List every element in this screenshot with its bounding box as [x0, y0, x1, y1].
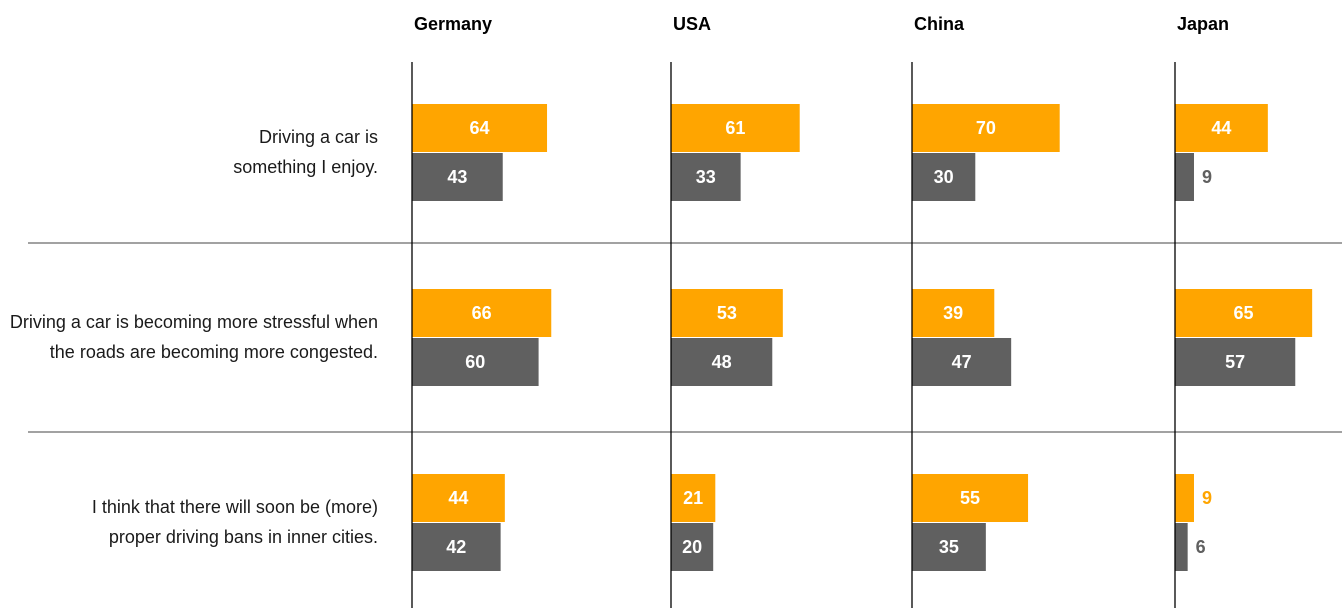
- bar: [912, 474, 1029, 522]
- statement-box: Driving a car is becoming more stressful…: [8, 277, 378, 397]
- value-label: 30: [934, 167, 954, 187]
- value-label: 43: [447, 167, 467, 187]
- bar: [1175, 153, 1194, 201]
- panel-title: Japan: [1177, 14, 1229, 34]
- bar: [412, 338, 539, 386]
- value-label: 57: [1225, 352, 1245, 372]
- statement: I think that there will soon be (more) p…: [91, 497, 378, 547]
- statement-box: Driving a car is something I enjoy.: [203, 92, 378, 212]
- bar: [1175, 523, 1188, 571]
- value-label: 33: [696, 167, 716, 187]
- value-label: 35: [939, 537, 959, 557]
- bar: [671, 289, 783, 337]
- value-label: 60: [465, 352, 485, 372]
- bar: [912, 289, 995, 337]
- value-label: 9: [1202, 167, 1212, 187]
- value-label: 9: [1202, 488, 1212, 508]
- statement: Driving a car is something I enjoy.: [233, 127, 378, 177]
- bar: [912, 153, 976, 201]
- bar: [912, 523, 986, 571]
- value-label: 6: [1196, 537, 1206, 557]
- bar: [412, 104, 548, 152]
- value-label: 61: [725, 118, 745, 138]
- panel-title: Germany: [414, 14, 492, 34]
- bar: [671, 338, 773, 386]
- panel-title: USA: [673, 14, 711, 34]
- value-label: 20: [682, 537, 702, 557]
- value-label: 70: [976, 118, 996, 138]
- bar: [912, 338, 1012, 386]
- value-label: 48: [712, 352, 732, 372]
- panel-title: China: [914, 14, 965, 34]
- value-label: 44: [1211, 118, 1231, 138]
- value-label: 47: [952, 352, 972, 372]
- value-label: 64: [470, 118, 490, 138]
- bar: [1175, 289, 1313, 337]
- bar: [1175, 474, 1194, 522]
- value-label: 66: [472, 303, 492, 323]
- bar: [412, 289, 552, 337]
- bar: [412, 523, 501, 571]
- bar: [671, 104, 800, 152]
- bar: [671, 153, 741, 201]
- value-label: 42: [446, 537, 466, 557]
- value-label: 53: [717, 303, 737, 323]
- bar: [912, 104, 1060, 152]
- bar: [412, 474, 505, 522]
- value-label: 21: [683, 488, 703, 508]
- bar: [1175, 104, 1268, 152]
- value-label: 65: [1234, 303, 1254, 323]
- bar: [412, 153, 503, 201]
- statement-box: I think that there will soon be (more) p…: [68, 462, 378, 582]
- bar: [671, 523, 714, 571]
- value-label: 55: [960, 488, 980, 508]
- value-label: 44: [448, 488, 468, 508]
- bar: [671, 474, 716, 522]
- value-label: 39: [943, 303, 963, 323]
- bar: [1175, 338, 1296, 386]
- statement: Driving a car is becoming more stressful…: [9, 312, 378, 362]
